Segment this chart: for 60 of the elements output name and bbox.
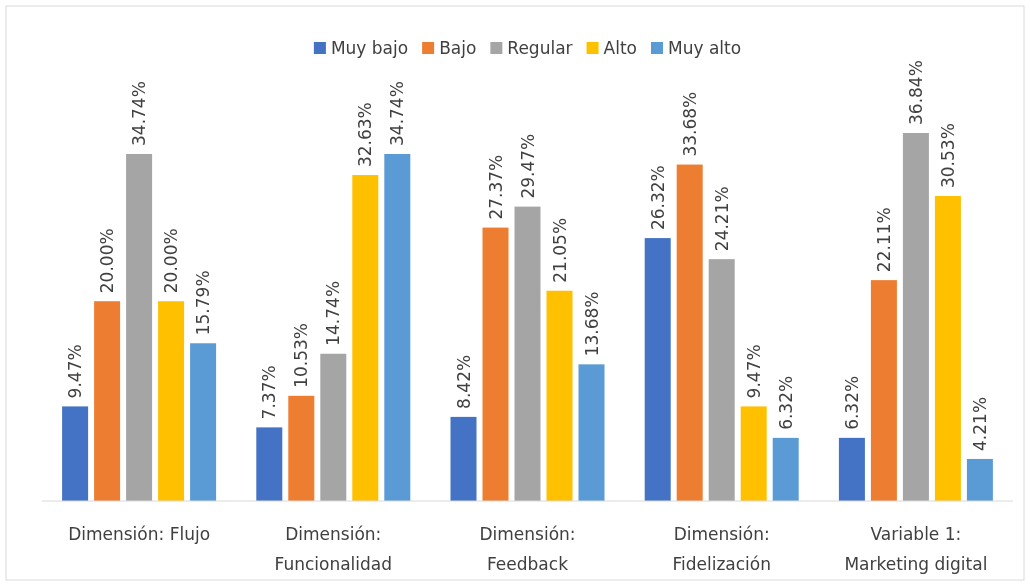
bar — [838, 437, 865, 501]
data-label: 10.53% — [291, 322, 312, 388]
bar — [966, 458, 993, 501]
bar — [546, 290, 573, 501]
bar — [62, 406, 89, 501]
bar — [676, 164, 703, 501]
x-tick-label: Dimensión: Feedback — [479, 524, 576, 574]
data-label: 20.00% — [161, 228, 182, 294]
data-label: 9.47% — [65, 344, 86, 399]
bar — [708, 259, 735, 501]
data-label: 22.11% — [873, 207, 894, 273]
bar — [482, 227, 509, 501]
data-label: 14.74% — [323, 280, 344, 346]
legend-label: Bajo — [439, 38, 477, 58]
bar — [94, 301, 121, 501]
data-label: 36.84% — [905, 60, 926, 125]
bar — [644, 238, 671, 501]
data-label: 15.79% — [193, 270, 214, 336]
bar — [772, 437, 799, 501]
x-tick-label: Dimensión: Fidelización — [672, 524, 771, 574]
data-label: 30.53% — [937, 123, 958, 189]
bar — [256, 427, 283, 501]
bar — [158, 301, 185, 501]
data-label: 20.00% — [97, 228, 118, 294]
x-tick-label: Variable 1: Marketing digital — [844, 524, 988, 574]
data-label: 29.47% — [517, 133, 538, 199]
data-label: 6.32% — [775, 375, 796, 430]
bar — [934, 196, 961, 501]
bar — [578, 364, 605, 501]
bar — [320, 353, 347, 501]
data-label: 21.05% — [549, 217, 570, 283]
bar — [190, 343, 217, 501]
legend-label: Muy alto — [667, 38, 742, 58]
data-label: 4.21% — [969, 396, 990, 451]
bar — [352, 175, 379, 501]
bar — [514, 206, 541, 501]
data-label: 26.32% — [647, 165, 668, 231]
bar — [870, 280, 897, 501]
data-label: 6.32% — [841, 375, 862, 430]
legend-label: Regular — [507, 38, 573, 58]
data-label: 32.63% — [355, 102, 376, 168]
bar — [450, 416, 477, 501]
data-label: 34.74% — [387, 81, 408, 146]
data-label: 34.74% — [129, 81, 150, 146]
bar — [902, 133, 929, 501]
bar — [384, 153, 411, 501]
data-label: 8.42% — [453, 354, 474, 409]
x-tick-label: Dimensión: Funcionalidad — [274, 524, 393, 574]
data-label: 9.47% — [743, 344, 764, 399]
data-label: 27.37% — [485, 154, 506, 220]
data-label: 13.68% — [581, 291, 602, 357]
bar — [288, 395, 315, 501]
legend-label: Muy bajo — [330, 38, 409, 58]
data-label: 24.21% — [711, 186, 732, 252]
legend-label: Alto — [603, 38, 637, 58]
data-label: 33.68% — [679, 91, 700, 157]
bar — [740, 406, 767, 501]
x-tick-label: Dimensión: Flujo — [68, 524, 211, 544]
bar — [126, 153, 153, 501]
data-label: 7.37% — [259, 365, 280, 420]
